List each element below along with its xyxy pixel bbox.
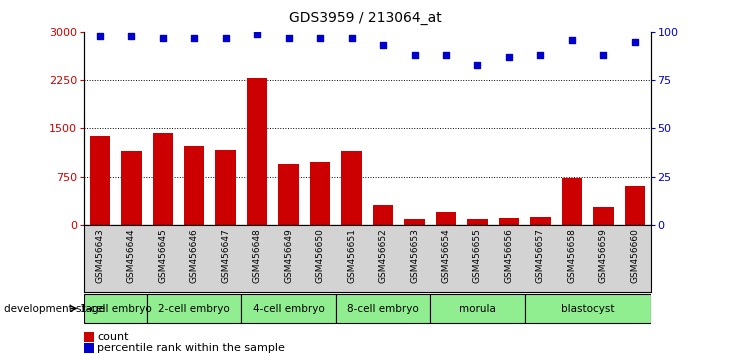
Point: [346, 35, 357, 40]
Bar: [467, 219, 488, 225]
Text: GDS3959 / 213064_at: GDS3959 / 213064_at: [289, 11, 442, 25]
Text: GSM456649: GSM456649: [284, 228, 293, 283]
Text: blastocyst: blastocyst: [561, 303, 614, 314]
Point: [157, 35, 169, 40]
Point: [566, 37, 577, 42]
Point: [471, 62, 483, 68]
Bar: [216, 149, 236, 225]
Point: [220, 35, 232, 40]
Bar: [404, 219, 425, 225]
Bar: [247, 78, 268, 225]
FancyBboxPatch shape: [147, 294, 241, 323]
Text: GSM456660: GSM456660: [630, 228, 640, 283]
Text: GSM456651: GSM456651: [347, 228, 356, 283]
Text: GSM456650: GSM456650: [316, 228, 325, 283]
Text: GSM456647: GSM456647: [221, 228, 230, 283]
Text: GSM456656: GSM456656: [504, 228, 513, 283]
Point: [251, 31, 263, 36]
Point: [409, 52, 420, 58]
Bar: [310, 162, 330, 225]
Text: GSM456645: GSM456645: [158, 228, 167, 283]
Point: [189, 35, 200, 40]
Point: [503, 54, 515, 60]
Text: GSM456654: GSM456654: [442, 228, 450, 283]
Bar: [624, 186, 645, 225]
Text: count: count: [97, 332, 129, 342]
FancyBboxPatch shape: [525, 294, 651, 323]
Text: GSM456657: GSM456657: [536, 228, 545, 283]
Point: [283, 35, 295, 40]
Text: GSM456644: GSM456644: [126, 228, 136, 283]
Bar: [279, 164, 299, 225]
Point: [314, 35, 326, 40]
Point: [440, 52, 452, 58]
Bar: [341, 151, 362, 225]
Text: GSM456646: GSM456646: [190, 228, 199, 283]
FancyBboxPatch shape: [84, 294, 147, 323]
Bar: [561, 178, 582, 225]
FancyBboxPatch shape: [431, 294, 525, 323]
Text: GSM456648: GSM456648: [253, 228, 262, 283]
Point: [534, 52, 546, 58]
Text: GSM456643: GSM456643: [95, 228, 105, 283]
Point: [597, 52, 609, 58]
Text: 4-cell embryo: 4-cell embryo: [253, 303, 325, 314]
Bar: [121, 151, 142, 225]
Point: [94, 33, 106, 39]
Text: morula: morula: [459, 303, 496, 314]
Point: [377, 42, 389, 48]
Bar: [90, 136, 110, 225]
Bar: [373, 205, 393, 225]
Point: [629, 39, 640, 44]
Text: GSM456652: GSM456652: [379, 228, 387, 283]
FancyBboxPatch shape: [336, 294, 431, 323]
Bar: [499, 218, 519, 225]
Text: development stage: development stage: [4, 303, 105, 314]
Bar: [530, 217, 550, 225]
Text: GSM456653: GSM456653: [410, 228, 419, 283]
Text: percentile rank within the sample: percentile rank within the sample: [97, 343, 285, 353]
Text: GSM456655: GSM456655: [473, 228, 482, 283]
Bar: [153, 133, 173, 225]
Text: GSM456658: GSM456658: [567, 228, 577, 283]
Text: 8-cell embryo: 8-cell embryo: [347, 303, 419, 314]
Bar: [436, 212, 456, 225]
FancyBboxPatch shape: [241, 294, 336, 323]
Bar: [184, 146, 205, 225]
Point: [126, 33, 137, 39]
Text: 1-cell embryo: 1-cell embryo: [80, 303, 151, 314]
Text: 2-cell embryo: 2-cell embryo: [159, 303, 230, 314]
Text: GSM456659: GSM456659: [599, 228, 608, 283]
Bar: [593, 207, 613, 225]
